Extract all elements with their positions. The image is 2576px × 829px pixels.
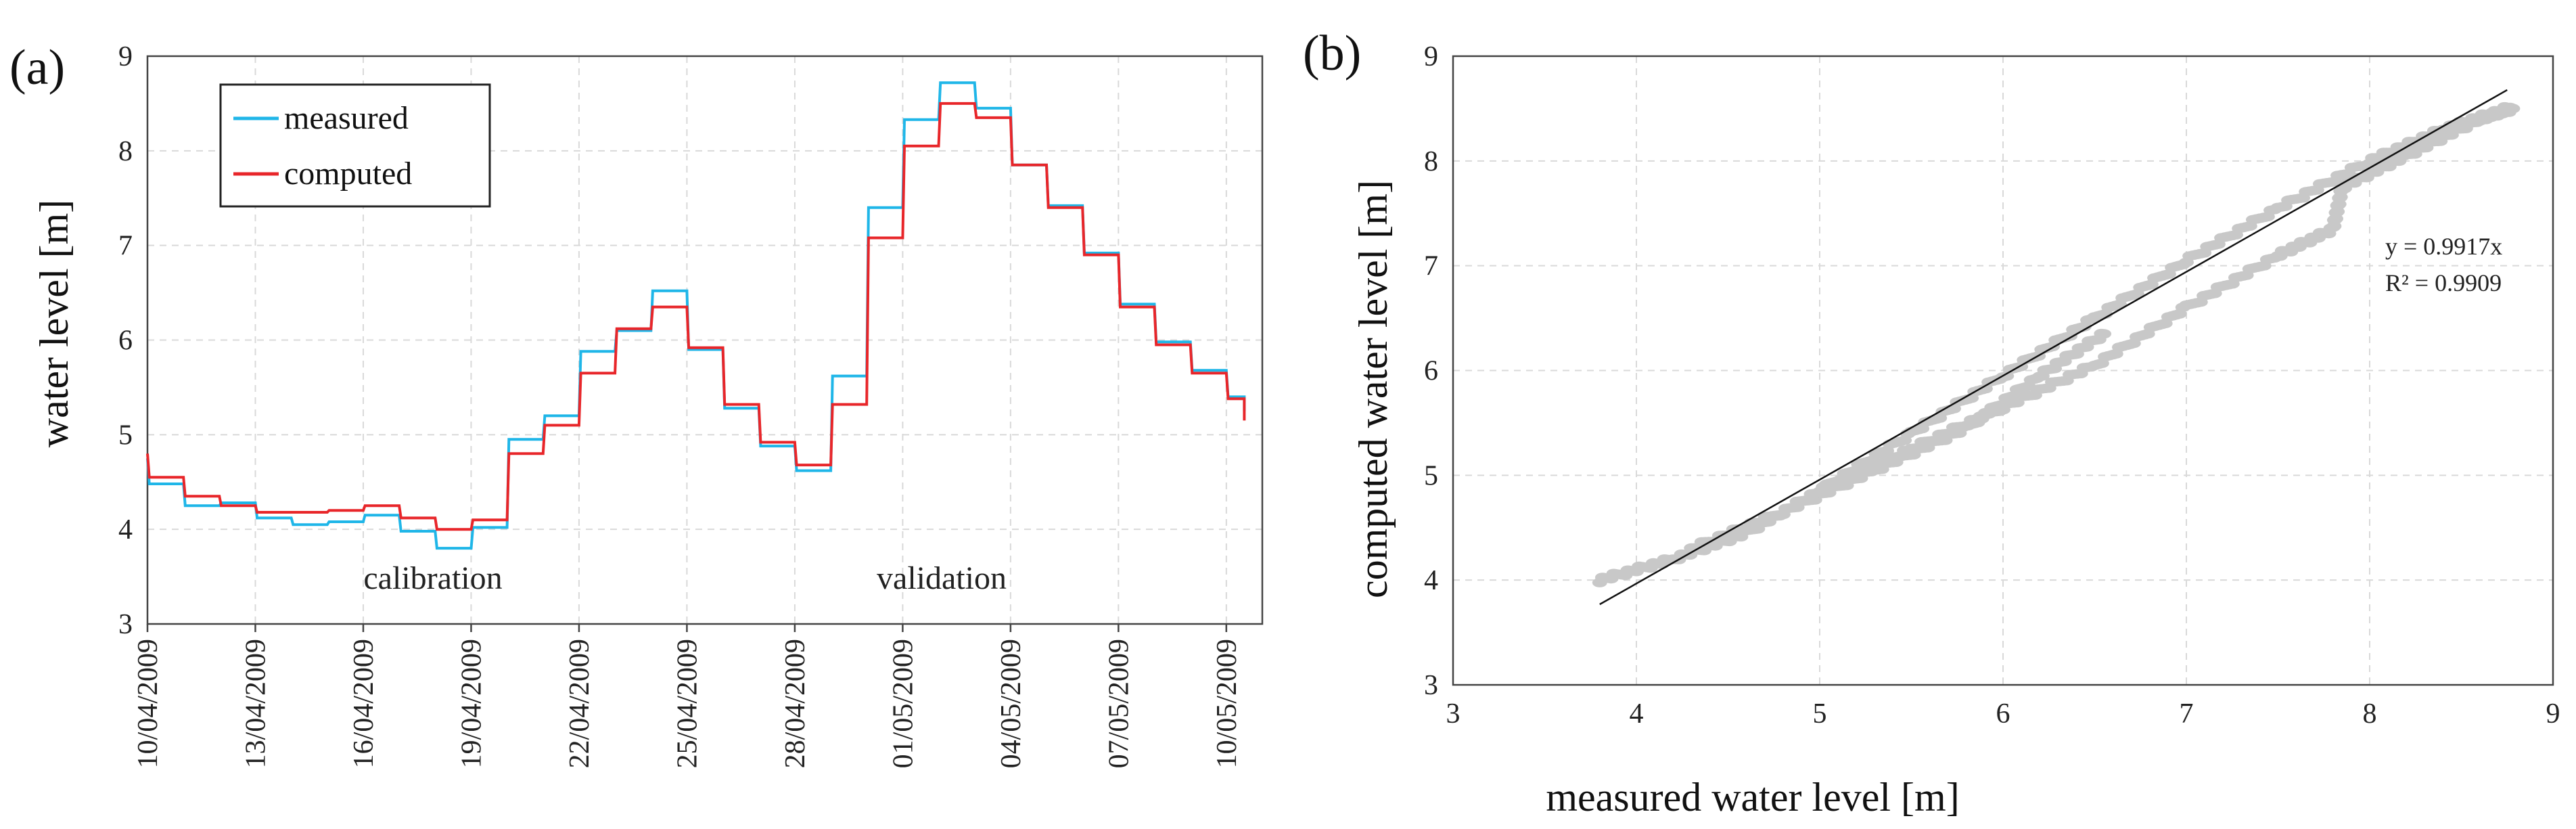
panel-a-y-tick-label: 5 xyxy=(118,420,133,451)
panel-b-scatter-comparison: 3 4 5 6 7 8 9 3 4 5 6 7 8 9 (b) computed water level… xyxy=(1303,26,2560,820)
panel-b-x-tick-label: 3 xyxy=(1446,698,1460,730)
panel-b-y-tick-label: 8 xyxy=(1424,146,1438,177)
panel-b-y-tick-label: 3 xyxy=(1424,670,1438,701)
panel-a-x-tick-label: 01/05/2009 xyxy=(888,639,919,768)
panel-a-y-axis-title: water level [m] xyxy=(32,200,76,447)
calibration-annotation: calibration xyxy=(363,560,502,596)
trendline xyxy=(1599,89,2508,606)
panel-a-plot-frame xyxy=(146,55,1264,625)
trendline-equation: y = 0.9917x xyxy=(2385,233,2502,260)
panel-a-y-tick-label: 7 xyxy=(118,231,133,262)
panel-b-x-tick-label: 5 xyxy=(1813,698,1827,730)
panel-b-y-tick-label: 7 xyxy=(1424,251,1438,282)
panel-a-x-tick-label: 13/04/2009 xyxy=(240,639,271,768)
panel-b-y-tick-label: 5 xyxy=(1424,460,1438,491)
panel-b-x-tick-label: 7 xyxy=(2180,698,2194,730)
scatter-point xyxy=(2096,329,2112,339)
panel-a-x-tick-label: 22/04/2009 xyxy=(564,639,595,768)
panel-a-series xyxy=(146,81,1246,550)
panel-b-y-axis-title: computed water level [m] xyxy=(1351,180,1396,598)
panel-b-y-tick-label: 4 xyxy=(1424,565,1438,596)
panel-b-x-axis-title: measured water level [m] xyxy=(1546,775,1959,820)
trendline-r-squared: R² = 0.9909 xyxy=(2385,269,2502,296)
panel-a-y-tick-label: 8 xyxy=(118,136,133,167)
panel-a-legend: measured computed xyxy=(219,83,491,208)
panel-a-x-tick-label: 25/04/2009 xyxy=(672,639,703,768)
panel-b-y-tick-labels: 3 4 5 6 7 8 9 xyxy=(1424,41,1438,701)
panel-a-x-tick-label: 10/05/2009 xyxy=(1212,639,1243,768)
panel-a-x-tick-label: 04/05/2009 xyxy=(996,639,1027,768)
panel-a-y-tick-label: 6 xyxy=(118,326,133,357)
panel-a-x-tick-label: 07/05/2009 xyxy=(1103,639,1134,768)
panel-b-y-tick-label: 6 xyxy=(1424,356,1438,387)
panel-b-y-tick-label: 9 xyxy=(1424,41,1438,72)
panel-b-label: (b) xyxy=(1303,26,1361,81)
panel-a-x-tick-label: 28/04/2009 xyxy=(780,639,811,768)
panel-a-x-tick-label: 10/04/2009 xyxy=(133,639,164,768)
validation-annotation: validation xyxy=(877,560,1007,596)
panel-b-x-tick-label: 8 xyxy=(2363,698,2377,730)
panel-a-x-tick-label: 19/04/2009 xyxy=(456,639,487,768)
panel-b-x-tick-label: 6 xyxy=(1996,698,2010,730)
panel-b-x-tick-labels: 3 4 5 6 7 8 9 xyxy=(1446,698,2560,730)
panel-b-plot-frame xyxy=(1452,55,2554,686)
legend-measured-label: measured xyxy=(284,100,409,136)
panel-b-x-tick-label: 9 xyxy=(2546,698,2560,730)
panel-a-y-tick-label: 3 xyxy=(118,609,133,640)
panel-a-label: (a) xyxy=(9,40,65,95)
panel-b-x-tick-label: 4 xyxy=(1630,698,1644,730)
legend-computed-label: computed xyxy=(284,156,412,192)
panel-a-y-tick-label: 9 xyxy=(118,41,133,72)
panel-a-y-tick-labels: 3 4 5 6 7 8 9 xyxy=(118,41,133,640)
panel-a-x-tick-labels: 10/04/2009 13/04/2009 16/04/2009 19/04/2009… xyxy=(133,624,1243,768)
panel-a-y-tick-label: 4 xyxy=(118,514,133,545)
legend-box xyxy=(219,83,491,208)
panel-a-water-level-timeseries: 3 4 5 6 7 8 9 10/04/2009 13/04/2009 16/04/2009 19… xyxy=(9,40,1264,768)
series-line-computed xyxy=(146,102,1246,531)
scatter-point xyxy=(2505,104,2521,114)
panel-a-x-tick-label: 16/04/2009 xyxy=(348,639,380,768)
